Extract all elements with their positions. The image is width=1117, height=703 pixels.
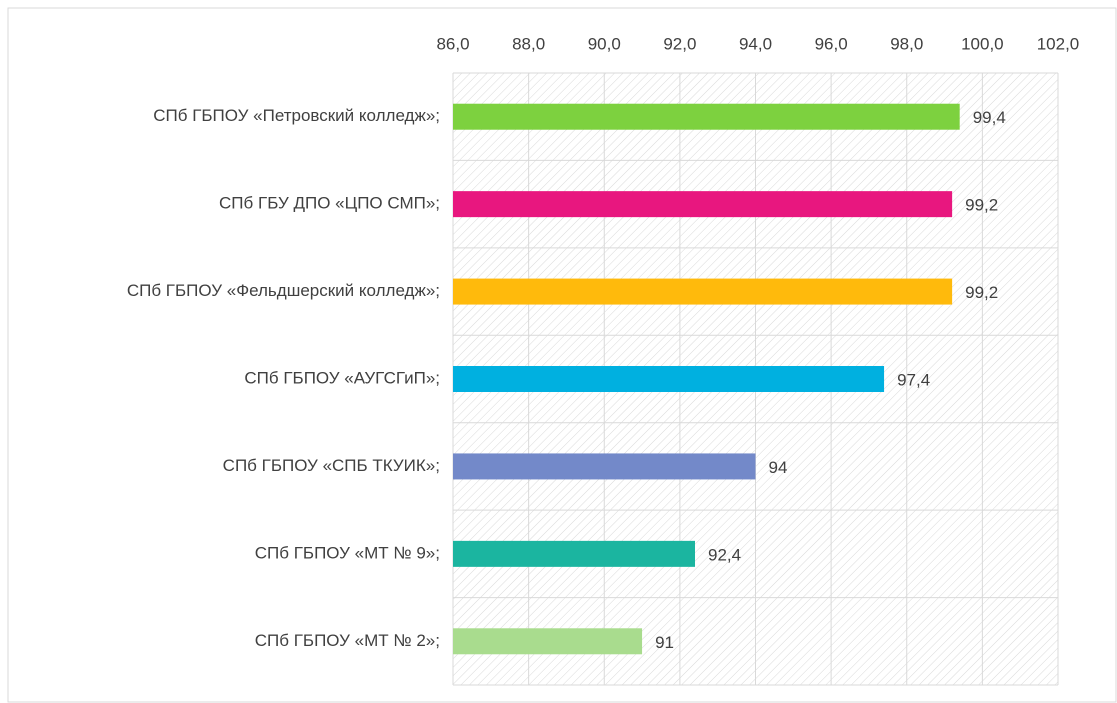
y-tick-label: СПб ГБУ ДПО «ЦПО СМП»; <box>219 194 440 213</box>
value-label: 99,2 <box>965 196 998 215</box>
bar <box>453 191 953 218</box>
value-label: 99,2 <box>965 283 998 302</box>
value-label: 97,4 <box>897 370 930 389</box>
x-tick-label: 102,0 <box>1037 34 1080 53</box>
bar <box>453 366 885 392</box>
x-tick-label: 88,0 <box>512 34 545 53</box>
x-tick-label: 86,0 <box>436 34 469 53</box>
value-label: 91 <box>655 633 674 652</box>
y-tick-label: СПб ГБПОУ «Петровский колледж»; <box>153 106 440 125</box>
value-label: 92,4 <box>708 545 741 564</box>
value-label: 94 <box>769 458 788 477</box>
x-tick-label: 92,0 <box>663 34 696 53</box>
y-tick-label: СПб ГБПОУ «Фельдшерский колледж»; <box>127 281 440 300</box>
bar <box>453 540 695 567</box>
bar <box>453 103 960 130</box>
y-tick-label: СПб ГБПОУ «СПБ ТКУИК»; <box>223 456 440 475</box>
x-tick-label: 94,0 <box>739 34 772 53</box>
x-tick-label: 100,0 <box>961 34 1004 53</box>
x-tick-label: 90,0 <box>588 34 621 53</box>
y-tick-label: СПб ГБПОУ «АУГСГиП»; <box>244 368 440 387</box>
bar <box>453 278 953 305</box>
y-tick-label: СПб ГБПОУ «МТ № 9»; <box>255 543 440 562</box>
x-tick-label: 98,0 <box>890 34 923 53</box>
bar <box>453 453 756 480</box>
bar <box>453 628 643 655</box>
value-label: 99,4 <box>973 108 1006 127</box>
chart-frame <box>7 7 1117 703</box>
x-tick-label: 96,0 <box>815 34 848 53</box>
y-tick-label: СПб ГБПОУ «МТ № 2»; <box>255 631 440 650</box>
